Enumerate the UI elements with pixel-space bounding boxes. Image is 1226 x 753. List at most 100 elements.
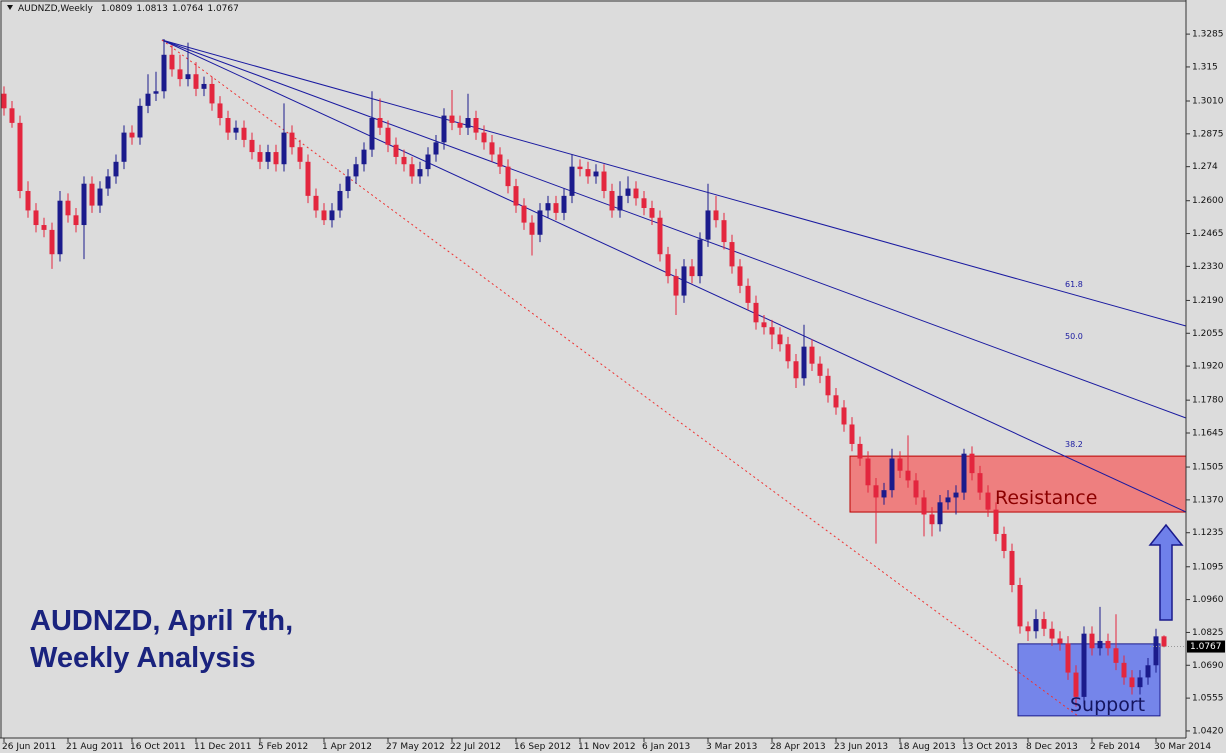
header-price: 1.0764 [172, 4, 204, 14]
header-price: 1.0767 [207, 4, 239, 14]
candle-body [297, 147, 303, 162]
candle-body [873, 485, 879, 498]
x-tick-label: 1 Apr 2012 [322, 742, 372, 752]
candle-body [1097, 640, 1103, 649]
menu-arrow[interactable] [7, 5, 13, 10]
x-tick-label: 2 Feb 2014 [1090, 742, 1141, 752]
y-tick-label: 1.0960 [1192, 595, 1224, 605]
candle-body [841, 407, 847, 425]
candle-body [57, 200, 63, 255]
candle-body [313, 195, 319, 211]
candle-body [241, 127, 247, 140]
candle-body [1137, 677, 1143, 688]
x-tick-label: 16 Oct 2011 [130, 742, 186, 752]
chart-title: AUDNZD, April 7th, [30, 605, 293, 637]
candle-body [409, 164, 415, 177]
candle-body [1009, 550, 1015, 586]
candle-body [657, 217, 663, 255]
candle-body [217, 103, 223, 119]
candle-body [609, 190, 615, 211]
candle-body [425, 154, 431, 170]
candle-body [721, 220, 727, 243]
header-price: 1.0809 [101, 4, 133, 14]
candle-body [1145, 665, 1151, 678]
candle-body [713, 210, 719, 221]
candle-body [417, 169, 423, 177]
candle-body [1113, 648, 1119, 663]
y-tick-label: 1.2055 [1192, 329, 1224, 339]
candle-body [329, 210, 335, 221]
y-tick-label: 1.2875 [1192, 129, 1224, 139]
candle-body [1, 93, 7, 109]
candle-body [649, 208, 655, 218]
candle-body [161, 54, 167, 92]
candle-body [73, 215, 79, 226]
candle-body [1017, 585, 1023, 627]
candle-body [545, 203, 551, 211]
candle-body [1049, 628, 1055, 639]
candle-body [25, 190, 31, 211]
candle-body [433, 142, 439, 155]
candle-body [1001, 533, 1007, 551]
y-tick-label: 1.0825 [1192, 628, 1224, 638]
candle-body [1153, 636, 1159, 666]
candle-body [185, 74, 191, 80]
candle-body [145, 93, 151, 106]
candle-body [385, 127, 391, 145]
candle-body [881, 490, 887, 498]
candle-body [665, 254, 671, 277]
candle-body [681, 266, 687, 296]
candle-body [1081, 633, 1087, 697]
candle-body [321, 210, 327, 221]
candle-body [345, 176, 351, 191]
candle-body [137, 105, 143, 138]
candle-body [105, 176, 111, 189]
y-tick-label: 1.2330 [1192, 262, 1224, 272]
support-label: Support [1070, 694, 1145, 716]
candle-body [249, 139, 255, 153]
candle-body [865, 458, 871, 486]
candle-body [577, 166, 583, 170]
x-tick-label: 28 Apr 2013 [770, 742, 826, 752]
candle-body [785, 344, 791, 362]
candle-body [481, 132, 487, 143]
candle-body [1025, 626, 1031, 632]
fan-label: 50.0 [1065, 332, 1083, 341]
candle-body [625, 188, 631, 196]
candle-body [361, 149, 367, 165]
candle-body [257, 152, 263, 162]
candle-body [121, 132, 127, 162]
y-tick-label: 1.315 [1192, 62, 1218, 72]
candle-body [449, 115, 455, 123]
candle-body [961, 453, 967, 493]
symbol: AUDNZD,Weekly [18, 4, 94, 14]
candle-body [233, 127, 239, 133]
candle-body [569, 166, 575, 196]
candle-body [833, 395, 839, 408]
price-tag-label: 1.0767 [1190, 642, 1222, 652]
candle-body [1065, 643, 1071, 673]
candle-body [769, 327, 775, 335]
candle-body [753, 302, 759, 323]
y-tick-label: 1.2465 [1192, 229, 1224, 239]
fan-line [161, 39, 1187, 419]
y-tick-label: 1.1645 [1192, 428, 1224, 438]
candle-body [1129, 677, 1135, 688]
candle-body [953, 492, 959, 498]
x-tick-label: 11 Nov 2012 [578, 742, 636, 752]
candle-body [273, 152, 279, 165]
candle-body [353, 164, 359, 177]
candle-body [617, 195, 623, 211]
candle-body [777, 334, 783, 345]
y-tick-label: 1.0420 [1192, 726, 1224, 736]
support-zone [1017, 643, 1161, 717]
candle-body [265, 152, 271, 162]
candle-body [761, 322, 767, 328]
resistance-zone [849, 455, 1187, 513]
candle-body [745, 285, 751, 303]
y-tick-label: 1.0690 [1192, 661, 1224, 671]
candle-body [1057, 638, 1063, 644]
candle-body [977, 473, 983, 493]
candle-body [985, 492, 991, 510]
